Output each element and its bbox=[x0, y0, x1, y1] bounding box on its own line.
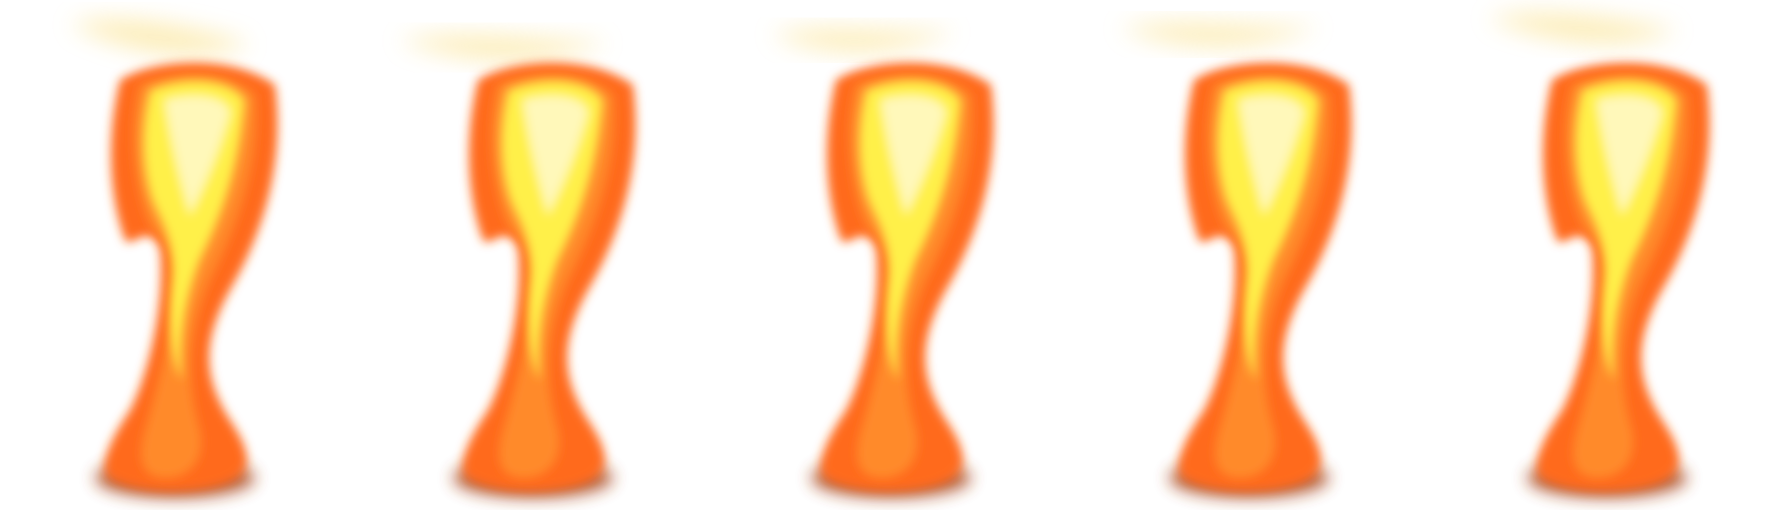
flame-graphic bbox=[771, 28, 994, 498]
flame-inner-core bbox=[1217, 80, 1319, 381]
flame-frame-2 bbox=[358, 0, 716, 510]
flame-graphic bbox=[1487, 13, 1710, 498]
flame-graphic bbox=[70, 19, 278, 498]
flame-top-wisp bbox=[771, 28, 956, 52]
flame-frame-1 bbox=[0, 0, 358, 510]
flame-inner-core bbox=[501, 80, 603, 381]
flame-graphic bbox=[398, 35, 636, 498]
flame-top-wisp bbox=[1487, 13, 1677, 44]
flame-frame-3 bbox=[716, 0, 1074, 510]
flame-top-wisp bbox=[398, 35, 608, 60]
flame-inner-core bbox=[143, 80, 245, 381]
flame-inner-core bbox=[1575, 80, 1677, 381]
flame-inner-core bbox=[859, 80, 961, 381]
flame-top-wisp bbox=[1119, 23, 1319, 47]
flame-graphic bbox=[1119, 23, 1352, 498]
flame-frame-5 bbox=[1432, 0, 1790, 510]
flame-top-wisp bbox=[70, 19, 250, 55]
flame-frame-4 bbox=[1074, 0, 1432, 510]
